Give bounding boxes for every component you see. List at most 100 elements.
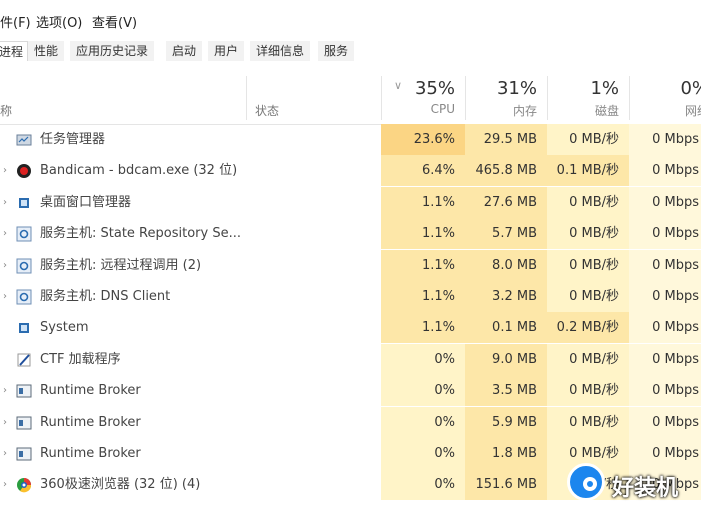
network-cell: 0 Mbps — [629, 406, 701, 438]
network-cell: 0 Mbps — [629, 469, 701, 501]
cpu-cell: 0% — [381, 375, 465, 407]
tab-services[interactable]: 服务 — [318, 41, 355, 61]
memory-cell: 3.2 MB — [465, 281, 547, 312]
service-host-icon — [16, 258, 32, 274]
memory-cell: 3.5 MB — [465, 375, 547, 407]
network-cell: 0 Mbps — [629, 249, 701, 281]
disk-cell: 0 MB/秒 — [547, 281, 629, 312]
column-memory-header[interactable]: 31% 内存 — [465, 68, 547, 124]
memory-total-percent: 31% — [496, 78, 537, 99]
process-name: Runtime Broker — [40, 383, 141, 399]
menu-view[interactable]: 查看(V) — [92, 16, 138, 31]
watermark-text: 好装机 — [612, 476, 679, 501]
process-row[interactable]: › Runtime Broker 0% 3.5 MB 0 MB/秒 0 Mbps — [0, 375, 701, 407]
tab-users[interactable]: 用户 — [208, 41, 245, 61]
cpu-cell: 23.6% — [381, 124, 465, 155]
disk-label: 磁盘 — [594, 104, 619, 118]
network-cell: 0 Mbps — [629, 124, 701, 155]
process-name: 服务主机: DNS Client — [40, 289, 171, 304]
menu-file[interactable]: 件(F) — [0, 16, 31, 31]
tab-app-history[interactable]: 应用历史记录 — [70, 41, 155, 61]
menu-bar: 件(F) 选项(O) 查看(V) — [0, 0, 701, 34]
cpu-cell: 1.1% — [381, 218, 465, 250]
expand-chevron-icon[interactable]: › — [3, 196, 7, 208]
cpu-cell: 1.1% — [381, 281, 465, 312]
process-name: 服务主机: 远程过程调用 (2) — [40, 257, 202, 273]
process-row[interactable]: › 服务主机: State Repository Se... 1.1% 5.7 MB 0… — [0, 218, 701, 250]
cpu-cell: 1.1% — [381, 312, 465, 344]
runtime-broker-icon — [16, 446, 32, 462]
process-row[interactable]: ›360极速浏览器 (32 位) (4)0%151.6 MB0 MB/秒0 Mb… — [0, 469, 701, 501]
process-row[interactable]: › Runtime Broker 0% 5.9 MB 0 MB/秒 0 Mbps — [0, 406, 701, 438]
browser-360-icon — [16, 477, 32, 493]
runtime-broker-icon — [16, 415, 32, 431]
network-cell: 0 Mbps — [629, 312, 701, 344]
bandicam-icon — [16, 163, 32, 179]
expand-chevron-icon[interactable]: › — [3, 416, 7, 428]
service-host-icon — [16, 289, 32, 305]
disk-cell: 0 MB/秒 — [547, 218, 629, 250]
column-header-row: 称 状态 35% CPU 31% 内存 1% 磁盘 0% 网络 — [0, 68, 701, 125]
process-name: 任务管理器 — [40, 132, 106, 147]
tab-startup[interactable]: 启动 — [166, 41, 203, 61]
desktop-window-icon — [16, 195, 32, 211]
expand-chevron-icon[interactable]: › — [3, 228, 7, 240]
process-row[interactable]: System 1.1% 0.1 MB 0.2 MB/秒 0 Mbps — [0, 312, 701, 344]
tab-strip: 进程 性能 应用历史记录 启动 用户 详细信息 服务 — [0, 38, 701, 62]
cpu-cell: 6.4% — [381, 155, 465, 187]
cpu-cell: 0% — [381, 343, 465, 375]
expand-chevron-icon[interactable]: › — [3, 448, 7, 459]
tab-details[interactable]: 详细信息 — [250, 41, 311, 61]
column-divider[interactable] — [465, 76, 466, 120]
cpu-label: CPU — [430, 102, 455, 116]
process-row[interactable]: › 桌面窗口管理器 1.1% 27.6 MB 0 MB/秒 0 Mbps — [0, 186, 701, 218]
network-total-percent: 0% — [680, 78, 701, 99]
expand-chevron-icon[interactable]: › — [3, 291, 7, 302]
watermark-logo: 好装机 — [562, 458, 701, 508]
watermark-eye-icon — [567, 463, 605, 501]
process-row[interactable]: › Bandicam - bdcam.exe (32 位) 6.4% 465.8 MB… — [0, 155, 701, 187]
disk-cell: 0 MB/秒 — [547, 186, 629, 218]
process-name: 360极速浏览器 (32 位) (4) — [40, 477, 201, 493]
tab-performance[interactable]: 性能 — [28, 41, 65, 61]
memory-cell: 5.7 MB — [465, 218, 547, 250]
sort-chevron-down-icon: ∨ — [394, 79, 403, 92]
column-divider[interactable] — [629, 76, 630, 120]
memory-label: 内存 — [512, 104, 537, 118]
column-disk-header[interactable]: 1% 磁盘 — [547, 68, 629, 124]
cpu-cell: 0% — [381, 438, 465, 469]
disk-total-percent: 1% — [590, 78, 619, 99]
memory-cell: 9.0 MB — [465, 343, 547, 375]
memory-cell: 5.9 MB — [465, 406, 547, 438]
process-name: System — [40, 320, 89, 336]
process-name: Runtime Broker — [40, 414, 141, 430]
process-row[interactable]: › 服务主机: DNS Client 1.1% 3.2 MB 0 MB/秒 0 Mbps — [0, 281, 701, 312]
column-divider[interactable] — [547, 76, 548, 120]
network-cell: 0 Mbps — [629, 375, 701, 407]
expand-chevron-icon[interactable]: › — [3, 259, 7, 271]
menu-options[interactable]: 选项(O) — [36, 16, 83, 31]
process-row[interactable]: › 服务主机: 远程过程调用 (2) 1.1% 8.0 MB 0 MB/秒 0 Mbps — [0, 249, 701, 281]
network-cell: 0 Mbps — [629, 343, 701, 375]
column-network-header[interactable]: 0% 网络 — [629, 68, 701, 124]
column-divider[interactable] — [246, 76, 247, 120]
expand-chevron-icon[interactable]: › — [3, 385, 7, 397]
disk-cell: 0 MB/秒 — [547, 406, 629, 438]
cpu-cell: 0% — [381, 469, 465, 501]
ctf-loader-icon — [16, 352, 32, 368]
column-status-header[interactable]: 状态 — [255, 104, 280, 118]
system-icon — [16, 320, 32, 336]
expand-chevron-icon[interactable]: › — [3, 165, 7, 177]
service-host-icon — [16, 226, 32, 242]
network-cell: 0 Mbps — [629, 155, 701, 187]
expand-chevron-icon[interactable]: › — [3, 479, 7, 491]
process-row[interactable]: CTF 加载程序 0% 9.0 MB 0 MB/秒 0 Mbps — [0, 343, 701, 375]
process-row[interactable]: 任务管理器 23.6% 29.5 MB 0 MB/秒 0 Mbps — [0, 124, 701, 155]
tab-processes[interactable]: 进程 — [0, 41, 29, 61]
column-cpu-header[interactable]: 35% CPU — [381, 68, 465, 124]
process-name: 服务主机: State Repository Se... — [40, 226, 241, 242]
column-name-header[interactable]: 称 — [0, 104, 13, 118]
column-divider[interactable] — [381, 76, 382, 120]
process-name: Bandicam - bdcam.exe (32 位) — [40, 163, 238, 179]
process-row[interactable]: › Runtime Broker 0% 1.8 MB 0 MB/秒 0 Mbps — [0, 438, 701, 469]
